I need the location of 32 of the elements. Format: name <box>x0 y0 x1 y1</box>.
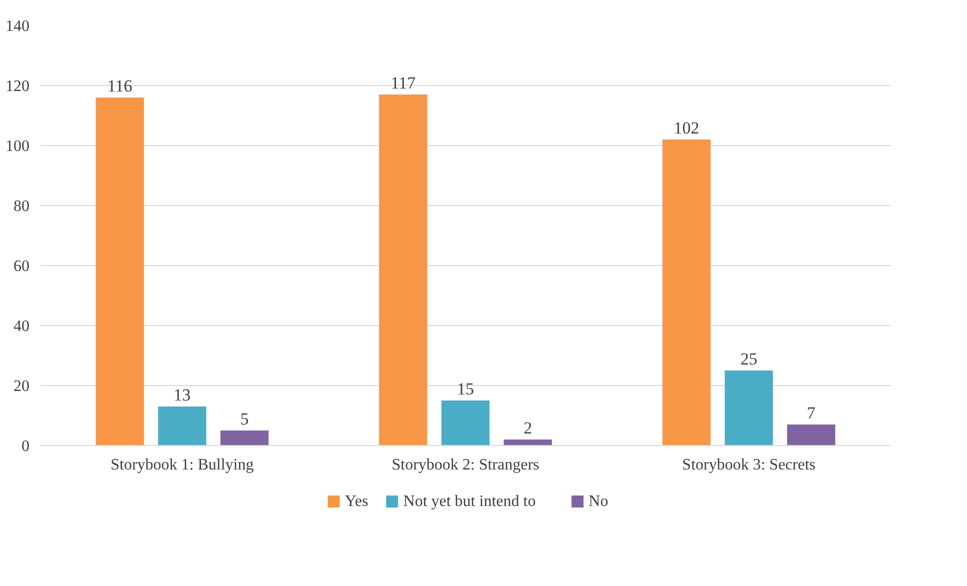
x-tick-label: Storybook 2: Strangers <box>392 456 540 474</box>
bar <box>379 94 428 446</box>
x-tick-label: Storybook 1: Bullying <box>110 456 254 474</box>
y-tick-label: 20 <box>14 378 30 395</box>
bar <box>724 370 773 446</box>
data-label: 2 <box>524 418 532 438</box>
bar <box>220 430 269 446</box>
legend-label: Yes <box>344 493 368 510</box>
bar <box>158 406 206 446</box>
y-tick-label: 0 <box>22 438 30 455</box>
y-tick-label: 140 <box>6 18 30 35</box>
y-tick-label: 120 <box>6 78 30 95</box>
data-label: 116 <box>107 76 132 96</box>
data-label: 15 <box>457 380 474 398</box>
bar <box>504 440 552 446</box>
data-label: 5 <box>240 410 249 428</box>
data-label: 102 <box>674 118 700 138</box>
legend-label: No <box>588 493 608 510</box>
bar <box>96 98 144 446</box>
data-label: 7 <box>806 404 816 422</box>
y-tick-label: 60 <box>14 258 30 275</box>
data-label: 13 <box>174 386 191 404</box>
legend-label: Not yet but intend to <box>403 493 536 510</box>
bar <box>662 140 711 446</box>
x-tick-label: Storybook 3: Secrets <box>682 456 816 474</box>
data-label: 25 <box>740 350 758 368</box>
bar <box>441 400 490 446</box>
y-tick-label: 100 <box>6 138 30 155</box>
y-tick-label: 80 <box>14 198 30 215</box>
bar <box>787 424 836 446</box>
y-tick-label: 40 <box>14 318 30 335</box>
data-label: 117 <box>390 74 416 92</box>
